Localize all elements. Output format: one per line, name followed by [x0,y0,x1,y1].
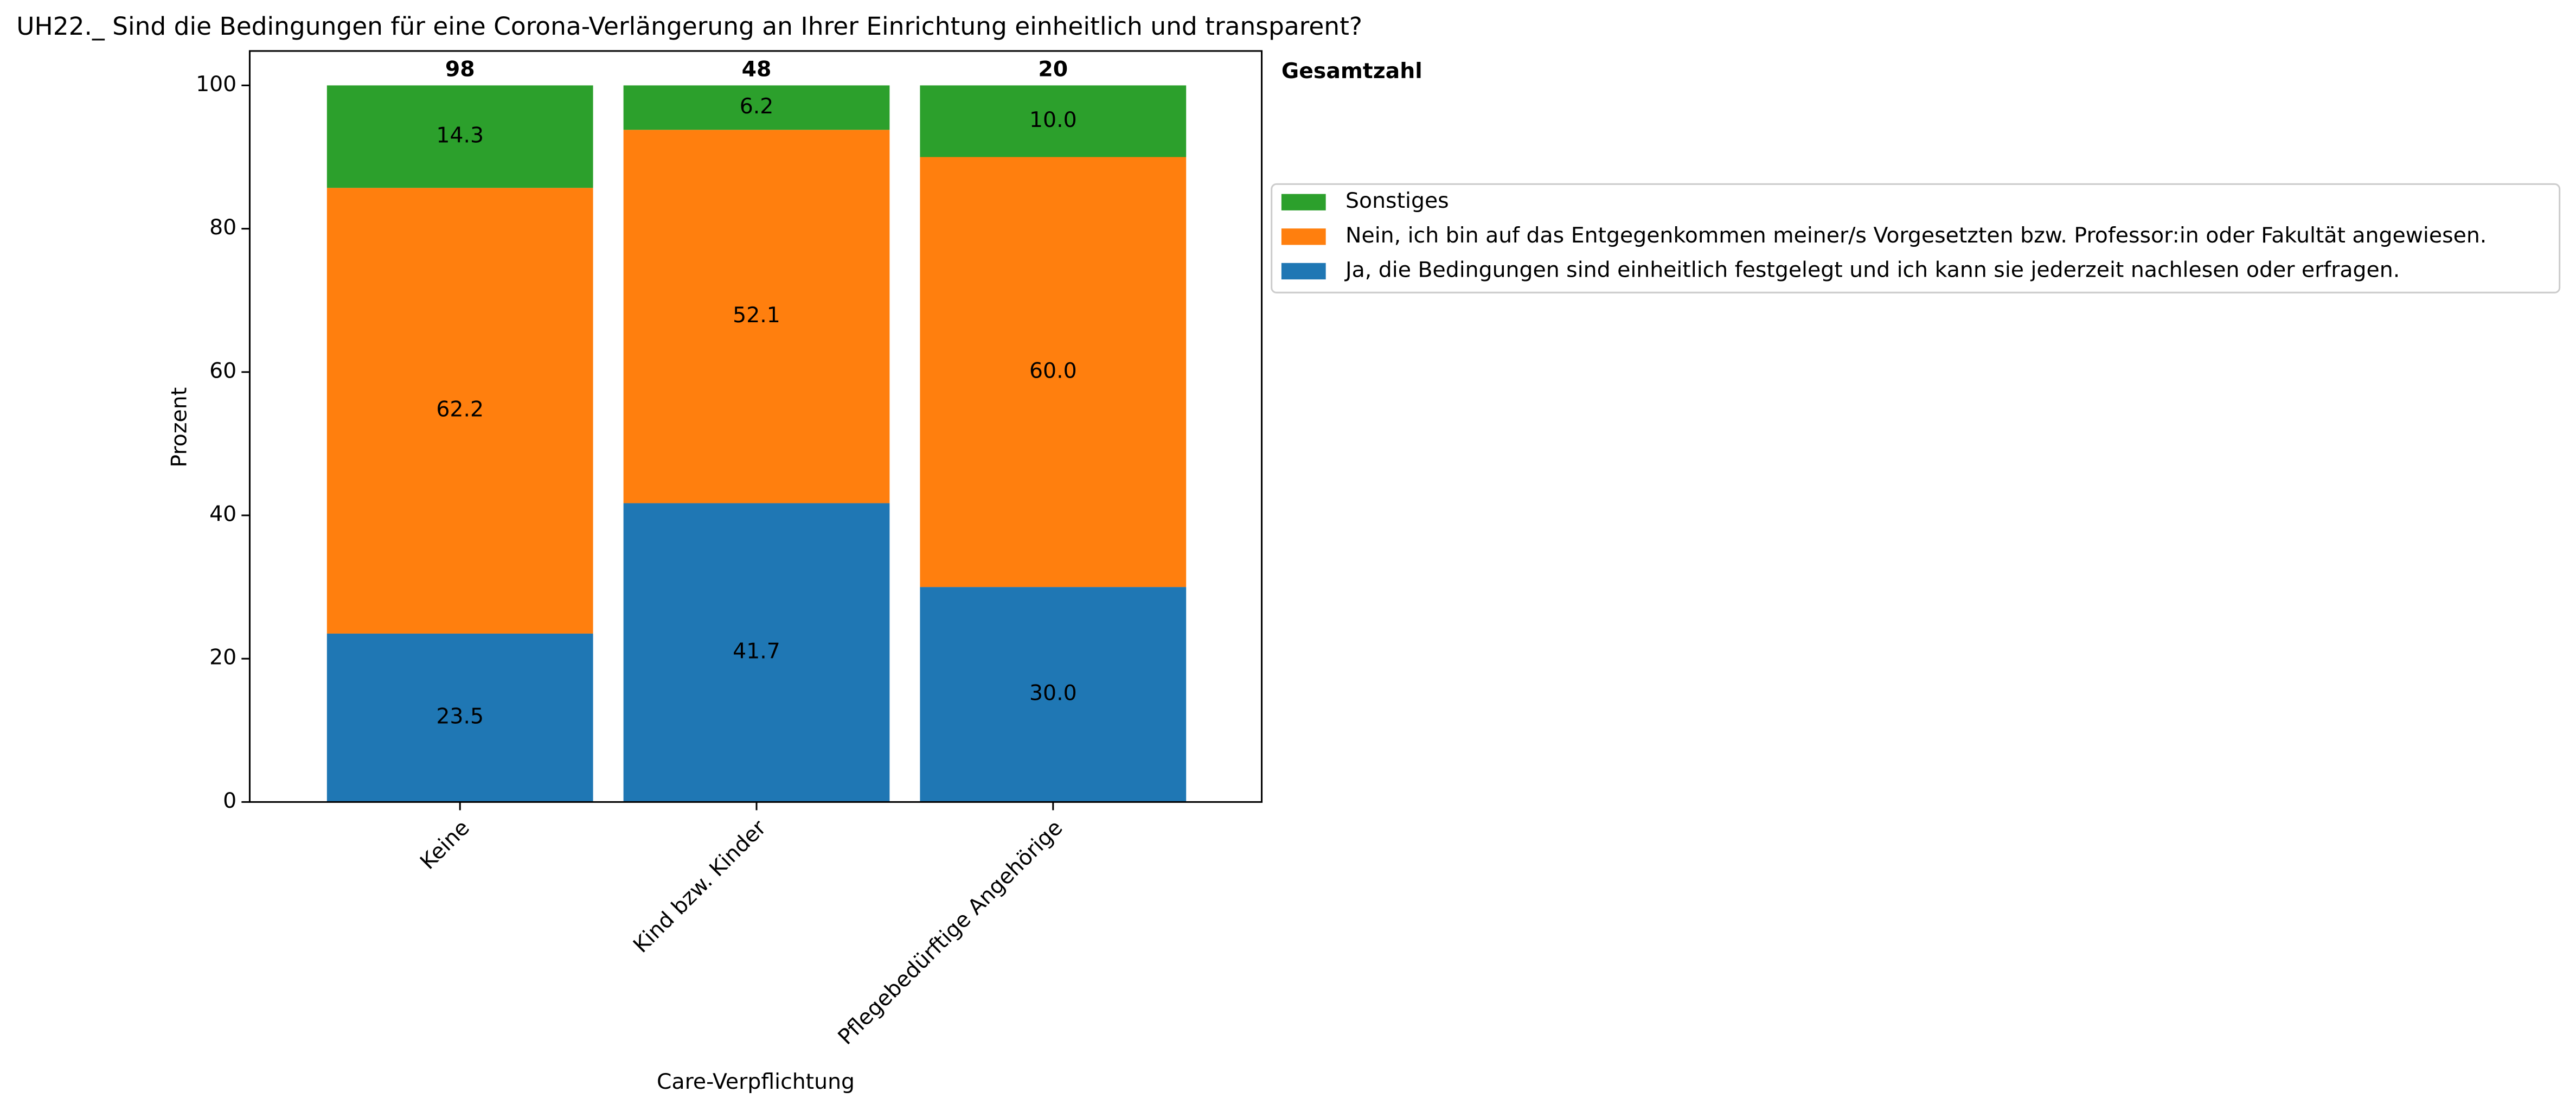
legend-swatch [1281,263,1326,280]
value-label: 41.7 [733,638,780,663]
y-tick-label: 0 [223,788,236,813]
bar-segment [920,587,1187,802]
x-tick-label: Keine [415,815,475,874]
legend-label: Ja, die Bedingungen sind einheitlich fes… [1344,257,2400,282]
value-label: 10.0 [1029,107,1077,132]
plot-frame [248,50,1263,803]
bar-segment [623,85,890,130]
legend-label: Nein, ich bin auf das Entgegenkommen mei… [1345,223,2487,248]
totals-label: Gesamtzahl [1281,59,1422,84]
chart-title: UH22._ Sind die Bedingungen für eine Cor… [16,12,1362,41]
value-label: 23.5 [436,704,484,729]
bar-segment [326,188,593,634]
x-tick-label: Pflegebedürftige Angehörige [833,815,1067,1050]
x-axis-label: Care-Verpflichtung [657,1069,855,1094]
bar-segment [623,130,890,503]
y-tick-label: 40 [209,502,236,527]
legend: Ja, die Bedingungen sind einheitlich fes… [1271,183,2561,293]
value-label: 62.2 [436,397,484,422]
value-label: 6.2 [740,94,774,119]
bar-segment [623,503,890,802]
y-tick-label: 80 [209,215,236,240]
bar-segment [920,157,1187,588]
bar-segment [326,85,593,188]
y-tick-label: 100 [196,72,236,97]
legend-swatch [1281,228,1326,245]
bar-segment [326,633,593,802]
value-label: 30.0 [1029,681,1077,706]
value-label: 52.1 [733,303,780,328]
legend-label: Sonstiges [1345,188,1449,213]
y-tick-label: 60 [209,358,236,383]
total-label: 20 [1038,57,1068,82]
legend-swatch [1281,194,1326,210]
bar-segment [920,85,1187,157]
total-label: 48 [742,57,772,82]
x-tick-label: Kind bzw. Kinder [629,815,771,957]
y-tick-label: 20 [209,645,236,670]
y-axis-label: Prozent [167,387,192,468]
value-label: 60.0 [1029,358,1077,383]
total-label: 98 [445,57,475,82]
legend-box [1271,183,2561,293]
value-label: 14.3 [436,123,484,148]
